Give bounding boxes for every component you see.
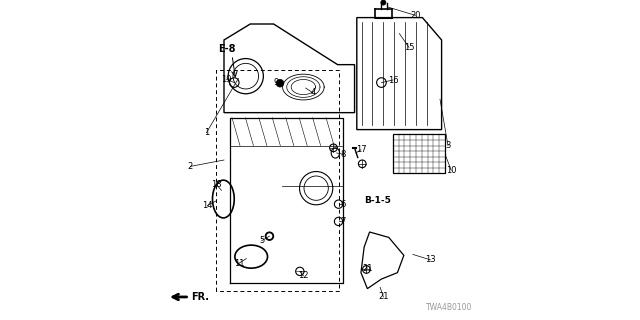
Text: 11: 11 <box>234 259 244 268</box>
Text: 2: 2 <box>188 162 193 171</box>
Text: 1: 1 <box>204 128 209 137</box>
Bar <box>393 134 445 173</box>
Circle shape <box>276 79 284 87</box>
Text: 21: 21 <box>362 264 372 273</box>
Text: 18: 18 <box>211 180 221 188</box>
Text: 19: 19 <box>221 75 232 84</box>
Text: 20: 20 <box>410 11 420 20</box>
Text: B-1-5: B-1-5 <box>364 196 391 205</box>
Text: 16: 16 <box>388 76 398 84</box>
Text: 5: 5 <box>259 236 264 245</box>
Text: 13: 13 <box>425 255 436 264</box>
Text: 3: 3 <box>445 141 451 150</box>
Text: 14: 14 <box>202 201 212 210</box>
Text: 15: 15 <box>404 43 414 52</box>
Text: 9: 9 <box>273 78 278 87</box>
Text: 7: 7 <box>340 217 346 226</box>
Text: 8: 8 <box>340 150 346 159</box>
Text: E-8: E-8 <box>218 44 236 54</box>
Text: TWA4B0100: TWA4B0100 <box>426 303 472 312</box>
Text: 21: 21 <box>378 292 388 301</box>
Text: 10: 10 <box>446 166 456 175</box>
Text: 6: 6 <box>340 200 346 209</box>
Text: 4: 4 <box>310 88 316 97</box>
Text: 17: 17 <box>356 145 366 154</box>
Circle shape <box>381 0 386 5</box>
Text: 12: 12 <box>298 271 308 280</box>
Text: FR.: FR. <box>191 292 209 302</box>
